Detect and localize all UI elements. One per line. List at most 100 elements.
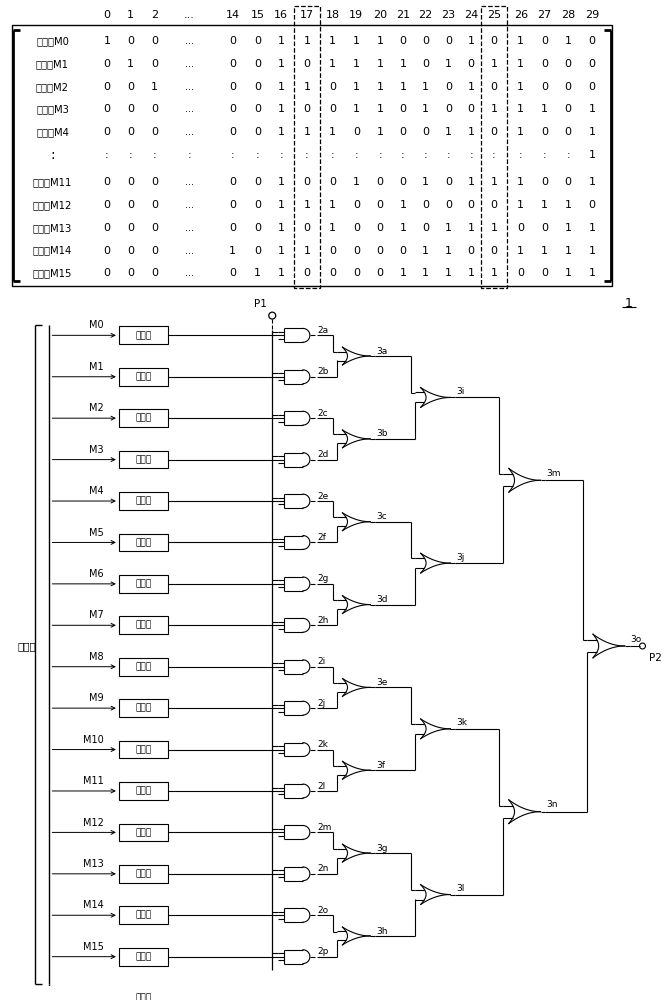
Text: 1: 1 [278, 223, 285, 233]
Text: 1: 1 [541, 246, 548, 256]
Text: M12: M12 [83, 818, 104, 828]
Text: 0: 0 [491, 246, 497, 256]
Text: 0: 0 [541, 59, 548, 69]
Text: ...: ... [185, 82, 194, 92]
Text: P2: P2 [649, 653, 662, 663]
Text: 0: 0 [422, 223, 429, 233]
Text: 0: 0 [564, 82, 572, 92]
Text: 0: 0 [353, 246, 360, 256]
Text: 存储器: 存储器 [135, 952, 151, 961]
Text: 1: 1 [491, 104, 497, 114]
Text: 0: 0 [104, 127, 110, 137]
Text: 存储器: 存储器 [135, 745, 151, 754]
Text: 1: 1 [588, 246, 596, 256]
Text: 0: 0 [329, 82, 336, 92]
Text: 0: 0 [254, 223, 261, 233]
Text: :: : [305, 150, 309, 160]
Text: 存储器: 存储器 [135, 621, 151, 630]
Bar [119, 782, 168, 800]
Text: 0: 0 [445, 200, 452, 210]
Text: 0: 0 [127, 268, 134, 278]
Text: M4: M4 [90, 486, 104, 496]
Text: 1: 1 [467, 82, 475, 92]
Bar [119, 948, 168, 966]
Text: 2b: 2b [318, 367, 329, 376]
Text: 1: 1 [376, 59, 384, 69]
Text: 数据块: 数据块 [17, 641, 36, 651]
Text: 0: 0 [229, 104, 236, 114]
Text: 0: 0 [303, 59, 310, 69]
Text: 1: 1 [564, 268, 572, 278]
Text: 1: 1 [329, 127, 336, 137]
Text: 0: 0 [376, 177, 384, 187]
Text: 1: 1 [400, 82, 406, 92]
Text: 1: 1 [278, 246, 285, 256]
Text: 0: 0 [303, 104, 310, 114]
Text: 0: 0 [588, 59, 596, 69]
Text: 1: 1 [588, 104, 596, 114]
Text: 2m: 2m [318, 823, 332, 832]
Text: 1: 1 [400, 268, 406, 278]
Text: 0: 0 [329, 268, 336, 278]
Text: 0: 0 [127, 223, 134, 233]
Text: 0: 0 [329, 246, 336, 256]
Text: 0: 0 [127, 82, 134, 92]
Text: M13: M13 [83, 859, 104, 869]
Text: 1: 1 [353, 36, 360, 46]
Text: 0: 0 [229, 268, 236, 278]
Text: 0: 0 [491, 82, 497, 92]
Text: 存储器M15: 存储器M15 [33, 268, 72, 278]
Text: 1: 1 [329, 200, 336, 210]
Text: 0: 0 [353, 127, 360, 137]
Text: 2e: 2e [318, 492, 329, 501]
Text: 1: 1 [278, 82, 285, 92]
Text: 0: 0 [541, 177, 548, 187]
Text: ...: ... [184, 10, 195, 20]
Text: 0: 0 [303, 268, 310, 278]
Text: 存储器: 存储器 [135, 662, 151, 671]
Text: 0: 0 [376, 246, 384, 256]
Text: 1: 1 [353, 177, 360, 187]
Text: 0: 0 [254, 36, 261, 46]
Text: 1: 1 [127, 59, 134, 69]
Text: 3h: 3h [376, 927, 388, 936]
Text: 16: 16 [274, 10, 288, 20]
Text: 23: 23 [442, 10, 456, 20]
Text: 2c: 2c [318, 409, 329, 418]
Text: 1: 1 [400, 200, 406, 210]
Text: :: : [187, 150, 191, 160]
Text: 0: 0 [445, 36, 452, 46]
Text: 0: 0 [254, 177, 261, 187]
Text: :: : [566, 150, 570, 160]
Text: 0: 0 [151, 59, 158, 69]
Text: 0: 0 [229, 177, 236, 187]
Text: 1: 1 [517, 36, 524, 46]
Text: 0: 0 [151, 268, 158, 278]
Text: 0: 0 [564, 104, 572, 114]
Text: :: : [256, 150, 259, 160]
Text: :: : [231, 150, 234, 160]
Text: 1: 1 [517, 177, 524, 187]
Text: 1: 1 [491, 177, 497, 187]
Text: 1: 1 [445, 127, 452, 137]
Text: 存储器: 存储器 [135, 828, 151, 837]
Text: 存储器: 存储器 [135, 579, 151, 588]
Text: 1: 1 [564, 223, 572, 233]
Text: 0: 0 [229, 82, 236, 92]
Bar [119, 616, 168, 634]
Text: 0: 0 [254, 127, 261, 137]
Text: 0: 0 [104, 200, 110, 210]
Text: 1: 1 [467, 268, 475, 278]
Text: 19: 19 [349, 10, 363, 20]
Text: :: : [519, 150, 523, 160]
Bar [119, 492, 168, 510]
Text: 0: 0 [104, 177, 110, 187]
Text: 0: 0 [517, 268, 524, 278]
Text: 1: 1 [517, 104, 524, 114]
Text: 18: 18 [325, 10, 340, 20]
Text: :: : [331, 150, 335, 160]
Text: 1: 1 [467, 223, 475, 233]
Text: 3g: 3g [376, 844, 388, 853]
Text: 0: 0 [229, 223, 236, 233]
Text: 0: 0 [353, 223, 360, 233]
